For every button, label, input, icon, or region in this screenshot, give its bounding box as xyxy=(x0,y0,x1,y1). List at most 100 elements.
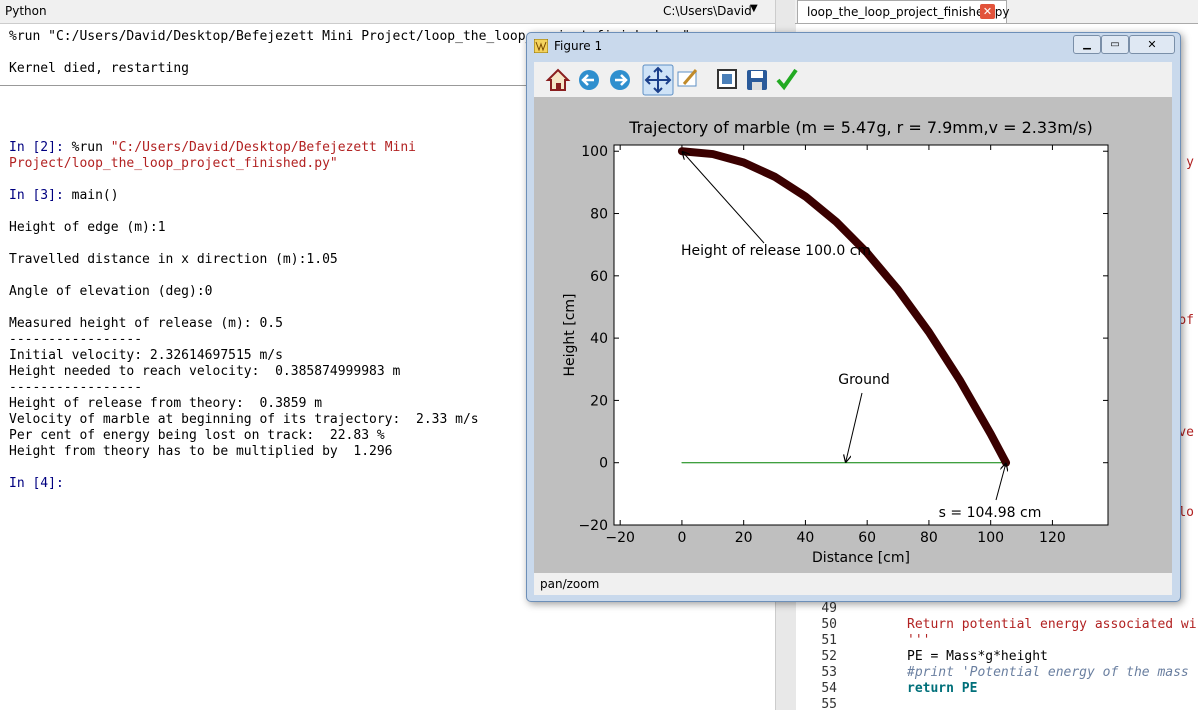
window-title: Figure 1 xyxy=(554,39,603,53)
separator xyxy=(0,85,775,86)
output-text: %run xyxy=(63,140,111,155)
save-button[interactable] xyxy=(747,70,767,90)
code-line: #print 'Potential energy of the mass xyxy=(907,665,1189,680)
console-block: Height of edge (m):1 xyxy=(0,220,775,236)
console-line: Project/loop_the_loop_project_finished.p… xyxy=(9,156,775,172)
code-line: PE = Mass*g*height xyxy=(907,649,1048,664)
forward-button[interactable] xyxy=(610,70,630,90)
output-text: Travelled distance in x direction (m):1.… xyxy=(9,252,338,267)
status-bar: pan/zoom xyxy=(534,573,1172,595)
output-text: Measured height of release (m): 0.5 xyxy=(9,316,283,331)
x-tick-label: 0 xyxy=(677,530,686,546)
console-line: ----------------- xyxy=(9,380,775,396)
maximize-button[interactable]: ▭ xyxy=(1101,35,1129,54)
annotation-arrow xyxy=(846,392,863,463)
annotation: Ground xyxy=(838,372,890,388)
output-text: ----------------- xyxy=(9,380,143,395)
subplots-button[interactable] xyxy=(717,69,737,89)
status-text: pan/zoom xyxy=(540,577,600,591)
code-fragment: y xyxy=(1186,155,1194,170)
x-tick-label: 60 xyxy=(858,530,876,546)
prompt: In [2]: xyxy=(9,140,64,155)
console-block: Travelled distance in x direction (m):1.… xyxy=(0,252,775,268)
console-line: In [3]: main() xyxy=(9,188,775,204)
console-line: ----------------- xyxy=(9,332,775,348)
x-tick-label: 20 xyxy=(735,530,753,546)
output-text: Velocity of marble at beginning of its t… xyxy=(9,412,479,427)
string-literal: "C:/Users/David/Desktop/Befejezett Mini xyxy=(110,140,417,155)
console-header: Python C:\Users\David ▼ xyxy=(0,0,775,24)
output-text: Kernel died, restarting xyxy=(9,61,190,76)
line-number: 51 xyxy=(821,633,837,648)
pan-button[interactable] xyxy=(642,64,674,96)
console-line: Travelled distance in x direction (m):1.… xyxy=(9,252,775,268)
y-tick-label: 40 xyxy=(590,331,608,347)
annotation: s = 104.98 cm xyxy=(939,505,1042,521)
console-line: Height from theory has to be multiplied … xyxy=(9,444,775,460)
console-line: Height needed to reach velocity: 0.38587… xyxy=(9,364,775,380)
console-line: Initial velocity: 2.32614697515 m/s xyxy=(9,348,775,364)
console: %run "C:/Users/David/Desktop/Befejezett … xyxy=(0,24,775,710)
tab-title: loop_the_loop_project_finished.py xyxy=(807,5,1010,19)
edit-button[interactable] xyxy=(776,68,798,91)
console-block: In [2]: %run "C:/Users/David/Desktop/Bef… xyxy=(0,140,775,172)
window-icon xyxy=(534,39,548,53)
back-button[interactable] xyxy=(579,70,599,90)
output-text: Height needed to reach velocity: 0.38587… xyxy=(9,364,401,379)
close-tab[interactable]: ✕ xyxy=(980,4,995,19)
output-text: Angle of elevation (deg):0 xyxy=(9,284,213,299)
close-button[interactable]: ✕ xyxy=(1129,35,1175,54)
chart-title: Trajectory of marble (m = 5.47g, r = 7.9… xyxy=(628,118,1093,137)
working-dir[interactable]: C:\Users\David xyxy=(663,4,752,18)
prompt: In [3]: xyxy=(9,188,64,203)
editor: y of ive lo 49 50 Return potential energy asso… xyxy=(795,24,1198,710)
console-block: Measured height of release (m): 0.5 -----… xyxy=(0,316,775,460)
y-tick-label: 0 xyxy=(599,456,608,472)
toolbar-icons xyxy=(545,64,798,96)
y-tick-label: 100 xyxy=(581,144,608,160)
console-line: Height of release from theory: 0.3859 m xyxy=(9,396,775,412)
output-text: ----------------- xyxy=(9,332,143,347)
console-line: Velocity of marble at beginning of its t… xyxy=(9,412,775,428)
console-line: In [4]: xyxy=(9,476,775,492)
code-line: ''' xyxy=(907,633,931,648)
x-tick-label: 80 xyxy=(920,530,938,546)
plot-area: Trajectory of marble (m = 5.47g, r = 7.9… xyxy=(534,97,1172,573)
minimize-button[interactable]: ▁ xyxy=(1073,35,1101,54)
x-tick-label: 40 xyxy=(797,530,815,546)
console-block: Kernel died, restarting xyxy=(0,61,775,77)
console-block: In [3]: main() xyxy=(0,188,775,204)
line-number: 50 xyxy=(821,617,837,632)
series-line xyxy=(677,147,1011,467)
string-literal: Project/loop_the_loop_project_finished.p… xyxy=(9,156,338,171)
x-tick-label: 120 xyxy=(1039,530,1066,546)
y-tick-label: 20 xyxy=(590,393,608,409)
console-line: Height of edge (m):1 xyxy=(9,220,775,236)
y-axis-label: Height [cm] xyxy=(562,294,578,377)
dropdown-arrow[interactable]: ▼ xyxy=(750,3,758,14)
y-tick-label: −20 xyxy=(578,518,608,534)
console-line: Measured height of release (m): 0.5 xyxy=(9,316,775,332)
zoom-button[interactable] xyxy=(677,69,698,87)
home-button[interactable] xyxy=(545,68,571,91)
output-text: Height from theory has to be multiplied … xyxy=(9,444,393,459)
code-line: return PE xyxy=(907,681,978,696)
console-line: In [2]: %run "C:/Users/David/Desktop/Bef… xyxy=(9,140,775,156)
pane-title: Python xyxy=(5,4,47,18)
annotation-arrow xyxy=(995,463,1006,501)
line-number: 54 xyxy=(821,681,837,696)
console-line: Angle of elevation (deg):0 xyxy=(9,284,775,300)
code-fragment: lo xyxy=(1178,505,1194,520)
line-number: 53 xyxy=(821,665,837,680)
y-tick-label: 80 xyxy=(590,207,608,223)
annotation: Height of release 100.0 cm xyxy=(681,243,871,259)
chart: Trajectory of marble (m = 5.47g, r = 7.9… xyxy=(562,118,1109,566)
figure-window: Figure 1 ▁ ▭ ✕ Trajectory of marble (m =… xyxy=(526,32,1181,602)
axes-frame xyxy=(613,144,1109,526)
console-block: In [4]: xyxy=(0,476,775,492)
output-text: Per cent of energy being lost on track: … xyxy=(9,428,385,443)
annotation-arrow xyxy=(682,151,765,244)
editor-tab[interactable]: loop_the_loop_project_finished.py ✕ xyxy=(797,0,1010,23)
line-number: 52 xyxy=(821,649,837,664)
